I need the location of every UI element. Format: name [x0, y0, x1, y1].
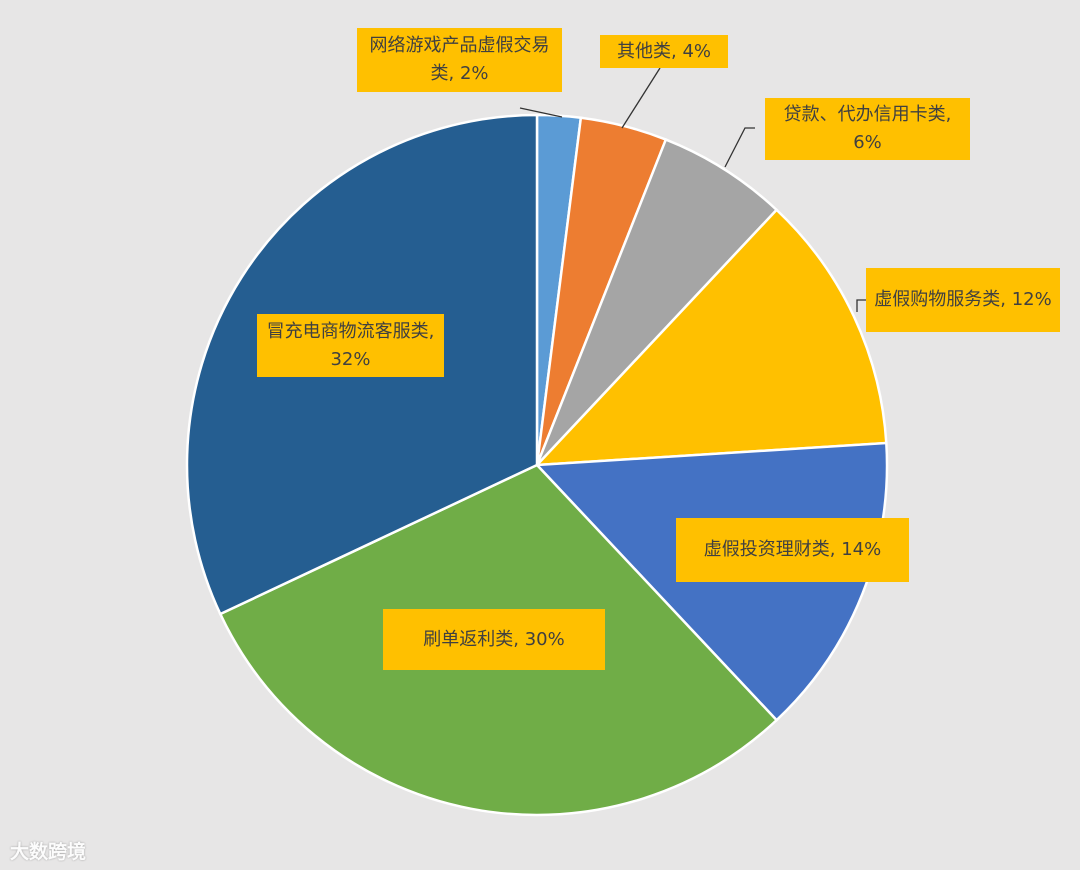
leader-line	[856, 299, 866, 312]
pie-slice	[533, 208, 888, 467]
data-label: 刷单返利类, 30%	[383, 609, 605, 670]
leader-line	[724, 127, 755, 168]
data-label: 冒充电商物流客服类, 32%	[257, 314, 444, 377]
data-label: 虚假投资理财类, 14%	[676, 518, 909, 582]
leader-line	[519, 107, 563, 118]
pie-slice	[535, 137, 779, 466]
data-label: 虚假购物服务类, 12%	[866, 268, 1060, 332]
watermark: 大数跨境	[10, 841, 87, 863]
leader-line	[621, 67, 661, 129]
data-label: 其他类, 4%	[600, 35, 728, 68]
data-label: 贷款、代办信用卡类, 6%	[765, 98, 970, 160]
data-label: 网络游戏产品虚假交易类, 2%	[357, 28, 562, 92]
